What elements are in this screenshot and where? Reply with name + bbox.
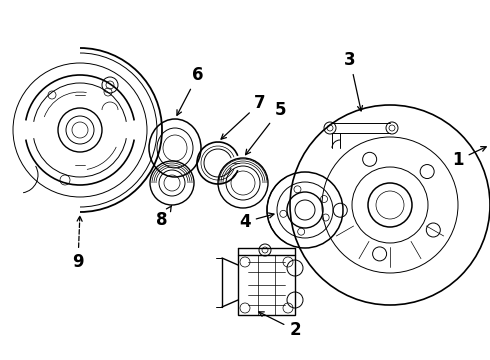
Text: 5: 5 [245, 101, 286, 155]
Text: 6: 6 [177, 66, 204, 115]
Text: 1: 1 [452, 147, 486, 169]
Text: 3: 3 [344, 51, 363, 111]
Text: 8: 8 [156, 206, 172, 229]
Text: 7: 7 [221, 94, 266, 139]
Text: 4: 4 [239, 213, 274, 231]
Text: 9: 9 [72, 216, 84, 271]
Text: 2: 2 [259, 312, 301, 339]
